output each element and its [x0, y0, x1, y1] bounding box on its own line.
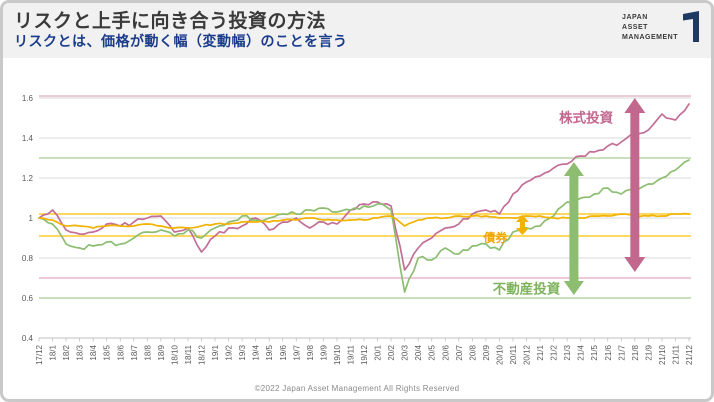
x-tick-label: 19/1	[211, 344, 220, 360]
copyright-footer: ©2022 Japan Asset Management All Rights …	[254, 384, 460, 393]
x-tick-label: 18/12	[198, 344, 207, 365]
x-tick-label: 20/8	[468, 344, 477, 360]
x-tick-label: 19/3	[238, 344, 247, 360]
stocks-label: 株式投資	[559, 110, 613, 126]
y-tick-label: 0.4	[22, 334, 34, 343]
reit-range-arrow	[563, 162, 584, 295]
x-tick-label: 20/10	[495, 344, 504, 365]
x-tick-label: 19/11	[346, 344, 355, 364]
x-tick-label: 21/3	[563, 344, 572, 360]
x-tick-label: 18/11	[184, 344, 193, 364]
bonds-line	[38, 212, 690, 229]
x-tick-label: 18/8	[143, 344, 152, 360]
x-tick-label: 20/6	[441, 344, 450, 360]
series-lines	[38, 103, 690, 293]
x-tick-label: 18/5	[103, 344, 112, 360]
x-tick-label: 20/4	[414, 344, 423, 360]
x-axis: 17/12 18/1 18/2 18/3 18/4 18/5 18/6 18/7 18/8 18/…	[35, 338, 694, 365]
logo-mark-icon	[683, 11, 699, 42]
x-tick-label: 21/1	[536, 344, 545, 360]
x-tick-label: 21/4	[577, 344, 586, 360]
x-tick-label: 21/7	[617, 344, 626, 360]
reit-label: 不動産投資	[493, 281, 561, 297]
x-tick-label: 19/2	[225, 344, 234, 360]
x-tick-label: 20/1	[374, 344, 383, 360]
y-tick-label: 0.8	[22, 254, 34, 263]
y-tick-label: 1.4	[22, 134, 34, 143]
volatility-bands	[39, 95, 691, 299]
page-subtitle: リスクとは、価格が動く幅（変動幅）のことを言う	[14, 33, 348, 49]
x-tick-label: 17/12	[35, 344, 44, 365]
logo-line-asset: ASSET	[622, 24, 648, 31]
y-tick-label: 0.6	[22, 294, 34, 303]
logo-mark-shape	[683, 11, 699, 42]
x-tick-label: 18/7	[130, 344, 139, 360]
x-tick-label: 20/2	[387, 344, 396, 360]
x-tick-label: 19/7	[292, 344, 301, 360]
x-tick-label: 21/5	[590, 344, 599, 360]
x-tick-label: 19/9	[319, 344, 328, 360]
x-tick-label: 18/3	[76, 344, 85, 360]
x-tick-label: 20/9	[482, 344, 491, 360]
x-tick-label: 18/6	[116, 344, 125, 360]
x-tick-label: 18/10	[170, 344, 179, 365]
x-tick-label: 19/4	[252, 344, 261, 360]
page-title: リスクと上手に向き合う投資の方法	[14, 11, 327, 32]
x-tick-label: 19/12	[360, 344, 369, 365]
logo-line-management: MANAGEMENT	[622, 34, 678, 41]
x-tick-label: 20/12	[523, 344, 532, 365]
x-tick-label: 21/10	[658, 344, 667, 365]
x-tick-label: 21/2	[550, 344, 559, 360]
x-tick-label: 19/8	[306, 344, 315, 360]
stocks-range-arrow	[624, 98, 646, 272]
x-tick-label: 18/9	[157, 344, 166, 360]
x-tick-label: 18/1	[49, 344, 58, 360]
y-tick-label: 1	[29, 214, 34, 223]
bonds-label: 債券	[482, 230, 508, 245]
header: リスクと上手に向き合う投資の方法 リスクとは、価格が動く幅（変動幅）のことを言う…	[3, 3, 711, 58]
gridlines	[39, 97, 691, 339]
x-tick-label: 19/10	[333, 344, 342, 365]
x-tick-label: 20/7	[455, 344, 464, 360]
y-tick-label: 1.6	[22, 94, 34, 103]
x-tick-label: 19/6	[279, 344, 288, 360]
x-tick-label: 20/5	[428, 344, 437, 360]
x-tick-label: 21/9	[644, 344, 653, 360]
range-arrows	[515, 98, 646, 295]
x-tick-label: 18/2	[62, 344, 71, 360]
bonds-range-arrow	[515, 215, 529, 235]
x-tick-label: 18/4	[89, 344, 98, 360]
y-axis: 0.4 0.6 0.8 1 1.2 1.4 1.6	[22, 94, 34, 343]
logo-line-japan: JAPAN	[622, 14, 648, 21]
x-tick-label: 21/6	[604, 344, 613, 360]
x-tick-label: 19/5	[265, 344, 274, 360]
x-tick-label: 21/11	[671, 344, 680, 364]
stocks-line	[38, 103, 690, 271]
x-tick-label: 20/3	[401, 344, 410, 360]
x-tick-label: 21/12	[685, 344, 694, 365]
x-tick-label: 20/11	[509, 344, 518, 364]
reit-line	[38, 159, 690, 293]
x-tick-label: 21/8	[631, 344, 640, 360]
y-tick-label: 1.2	[22, 174, 34, 183]
logo-text: JAPAN ASSET MANAGEMENT	[622, 13, 678, 43]
company-logo: JAPAN ASSET MANAGEMENT	[622, 11, 699, 43]
